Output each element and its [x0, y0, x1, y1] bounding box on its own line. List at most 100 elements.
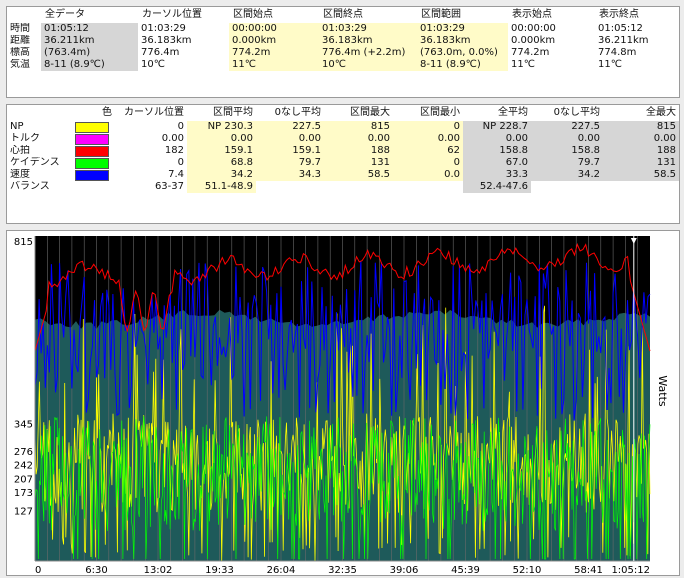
- speed-line: [34, 260, 651, 421]
- stats-cell: 0: [393, 121, 463, 133]
- stats-cell: 63-37: [154, 181, 184, 192]
- stats-row: 速度 7.4 34.2 34.3 58.5 0.0 33.3 34.2 58.5: [7, 169, 679, 181]
- row-label: 標高: [10, 47, 30, 58]
- summary-col-header[interactable]: 区間始点: [233, 9, 273, 20]
- stats-cell: 79.7: [531, 157, 603, 169]
- stats-cell: 33.3: [463, 169, 531, 181]
- summary-cell: 00:00:00: [511, 23, 556, 34]
- stats-cell: 227.5: [531, 121, 603, 133]
- stats-col-header[interactable]: 全平均: [498, 107, 528, 118]
- summary-col-header[interactable]: 全データ: [45, 9, 85, 20]
- power-chart[interactable]: 815 345 276 242 207 173 127 0 6:30 13:02 19:33 26:0…: [7, 231, 679, 576]
- x-tick-label: 6:30: [85, 565, 107, 575]
- color-swatch-cell[interactable]: [69, 133, 115, 145]
- row-label: バランス: [10, 181, 50, 192]
- summary-cell: 8-11 (8.9℃): [417, 59, 508, 71]
- y-tick-label: 242: [14, 461, 33, 472]
- color-swatch[interactable]: [75, 133, 109, 145]
- stats-cell: 0.00: [256, 133, 324, 145]
- stats-cell: 0.00: [603, 133, 679, 145]
- row-label: ケイデンス: [10, 157, 60, 168]
- stats-cell: 34.3: [256, 169, 324, 181]
- stats-col-header[interactable]: 色: [102, 107, 112, 118]
- color-swatch[interactable]: [75, 169, 109, 181]
- cadence-line: [34, 416, 651, 560]
- stats-cell: 158.8: [463, 145, 531, 157]
- summary-col-header[interactable]: 区間終点: [323, 9, 363, 20]
- power-series-layer: [34, 305, 651, 561]
- x-tick-label: 19:33: [205, 565, 234, 575]
- color-swatch[interactable]: [75, 157, 109, 169]
- x-tick-label: 32:35: [328, 565, 357, 575]
- summary-cell: 36.183km: [319, 35, 417, 47]
- stats-cell: 79.7: [256, 157, 324, 169]
- axis-strip: [650, 236, 679, 561]
- summary-cell: 01:03:29: [319, 23, 417, 35]
- summary-cell: 774.8m: [598, 47, 637, 58]
- chart-panel[interactable]: 815 345 276 242 207 173 127 0 6:30 13:02 19:33 26:0…: [6, 230, 680, 576]
- stats-cell: 131: [603, 157, 679, 169]
- heart-rate-series-layer: [34, 242, 651, 352]
- stats-cell: 182: [164, 145, 184, 156]
- stats-col-header[interactable]: カーソル位置: [124, 107, 184, 118]
- summary-col-header[interactable]: 区間範囲: [421, 9, 461, 20]
- stats-cell: 68.8: [187, 157, 256, 169]
- summary-cell: 36.211km: [598, 35, 649, 46]
- stats-cell: NP 230.3: [187, 121, 256, 133]
- y-tick-label: 276: [14, 447, 33, 458]
- stats-row: ケイデンス 0 68.8 79.7 131 0 67.0 79.7 131: [7, 157, 679, 169]
- stats-col-header[interactable]: 0なし平均: [274, 107, 321, 118]
- summary-col-header[interactable]: カーソル位置: [142, 9, 202, 20]
- stats-col-header[interactable]: 全最大: [646, 107, 676, 118]
- stats-cell: [324, 181, 393, 193]
- stats-cell: 0.00: [324, 133, 393, 145]
- stats-cell: 815: [324, 121, 393, 133]
- summary-row-elevation: 標高 (763.4m) 776.4m 774.2m 776.4m (+2.2m)…: [7, 47, 679, 59]
- summary-col-header[interactable]: 表示始点: [512, 9, 552, 20]
- color-swatch-cell[interactable]: [69, 145, 115, 157]
- summary-cell: 11℃: [511, 59, 535, 70]
- summary-cell: 01:03:29: [141, 23, 186, 34]
- color-swatch[interactable]: [75, 121, 109, 133]
- cadence-series-layer: [34, 416, 651, 560]
- summary-cell: 8-11 (8.9℃): [41, 59, 138, 71]
- stats-cell: 0.00: [393, 133, 463, 145]
- row-label: 距離: [10, 35, 30, 46]
- color-swatch-cell[interactable]: [69, 181, 115, 193]
- color-swatch-cell[interactable]: [69, 157, 115, 169]
- x-tick-label: 58:41: [574, 565, 603, 575]
- stats-cell: [256, 181, 324, 193]
- row-label: 心拍: [10, 145, 30, 156]
- stats-cell: 815: [603, 121, 679, 133]
- summary-cell: 11℃: [229, 59, 319, 71]
- summary-cell: 00:00:00: [229, 23, 319, 35]
- row-label: 気温: [10, 59, 30, 70]
- color-swatch-cell[interactable]: [69, 121, 115, 133]
- summary-cell: 36.183km: [141, 35, 192, 46]
- summary-col-header[interactable]: 表示終点: [599, 9, 639, 20]
- color-swatch-cell[interactable]: [69, 169, 115, 181]
- x-tick-label: 0: [35, 565, 41, 575]
- stats-col-header[interactable]: 区間最大: [350, 107, 390, 118]
- summary-cell: 36.211km: [41, 35, 138, 47]
- summary-cell: 01:03:29: [417, 23, 508, 35]
- x-tick-label: 26:04: [267, 565, 296, 575]
- y-tick-label: 127: [14, 506, 33, 517]
- heart-rate-line: [34, 242, 651, 352]
- stats-header-row: 色 カーソル位置 区間平均 0なし平均 区間最大 区間最小 全平均 0なし平均 …: [7, 105, 679, 121]
- stats-cell: 0: [393, 157, 463, 169]
- y-tick-label: 815: [14, 237, 33, 248]
- summary-cell: 776.4m: [141, 47, 180, 58]
- stats-cell: 0.00: [187, 133, 256, 145]
- stats-cell: 0: [177, 121, 184, 132]
- color-swatch[interactable]: [75, 145, 109, 157]
- stats-cell: 131: [324, 157, 393, 169]
- stats-cell: 34.2: [187, 169, 256, 181]
- cursor-marker-icon[interactable]: [630, 238, 637, 244]
- stats-col-header[interactable]: 0なし平均: [553, 107, 600, 118]
- stats-row: トルク 0.00 0.00 0.00 0.00 0.00 0.00 0.00 0.00: [7, 133, 679, 145]
- summary-cell: 0.000km: [511, 35, 556, 46]
- stats-cell: [531, 181, 603, 193]
- stats-col-header[interactable]: 区間平均: [213, 107, 253, 118]
- stats-col-header[interactable]: 区間最小: [420, 107, 460, 118]
